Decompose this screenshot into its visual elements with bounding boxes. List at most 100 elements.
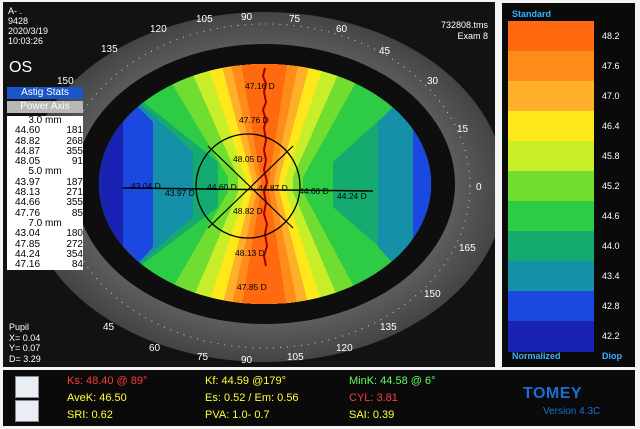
map-reading-bottom-7mm: 47.85 D	[237, 282, 267, 292]
scale-band-value: 45.2	[602, 181, 620, 191]
scale-band-value: 44.0	[602, 241, 620, 251]
map-reading-bottom-5mm: 48.13 D	[235, 248, 265, 258]
axis-label-225: 45	[103, 322, 115, 333]
exam-time: 10:03:26	[8, 36, 44, 46]
axis-label-75: 75	[289, 14, 301, 25]
scale-band	[508, 291, 594, 322]
scale-band	[508, 321, 594, 352]
pupil-circle	[195, 133, 301, 239]
table-row: 44.24 354	[15, 248, 83, 260]
cross-line-2	[207, 145, 294, 229]
stat-cyl: CYL: 3.81	[349, 392, 398, 404]
stat-sri: SRI: 0.62	[67, 409, 113, 421]
scale-band	[508, 201, 594, 232]
info-line-1: A- .	[8, 6, 23, 16]
stat-sai: SAI: 0.39	[349, 409, 395, 421]
version-label: Version 4.3C	[543, 406, 601, 417]
table-row: 44.87 355	[15, 145, 83, 157]
print-icon[interactable]	[15, 376, 39, 398]
scale-band	[508, 81, 594, 112]
stat-pva: PVA: 1.0- 0.7	[205, 409, 270, 421]
table-row: 47.76 85	[15, 207, 83, 219]
axis-line	[261, 67, 269, 267]
axis-label-120: 120	[150, 24, 167, 35]
scale-band	[508, 21, 594, 52]
scale-band	[508, 231, 594, 262]
scale-band-value: 43.4	[602, 271, 620, 281]
axis-label-45: 45	[379, 46, 391, 57]
stat-mink: MinK: 44.58 @ 6°	[349, 375, 436, 387]
scale-title: Standard	[512, 9, 552, 19]
axis-label-345: 165	[459, 243, 476, 254]
scale-band-value: 48.2	[602, 31, 620, 41]
scale-units-label: Diop	[602, 351, 622, 361]
table-row: 48.05 91	[15, 156, 83, 168]
power-axis-button[interactable]: Power Axis	[7, 101, 83, 113]
scale-band-value: 45.8	[602, 151, 620, 161]
axis-label-90: 90	[241, 12, 253, 23]
table-row: 47.85 272	[15, 238, 83, 250]
patient-info: A- . 9428 2020/3/19 10:03:26	[8, 6, 48, 46]
exam-number: Exam 8	[457, 31, 488, 41]
pupil-label: Pupil	[9, 322, 30, 332]
color-scale-panel: Standard 48.2 47.6 47.0 46.4 45.8 45.2 44.6 44.…	[502, 3, 635, 367]
map-reading-top-3mm: 48.05 D	[233, 154, 263, 164]
scale-band-value: 44.6	[602, 211, 620, 221]
axis-label-255: 75	[197, 352, 209, 363]
table-row: 44.60 181	[15, 125, 83, 137]
save-icon[interactable]	[15, 400, 39, 422]
table-row: 43.04 180	[15, 228, 83, 240]
scale-band-value: 42.2	[602, 331, 620, 341]
exam-file: 732808.tms	[440, 20, 488, 30]
map-reading-right-5mm: 44.66 D	[299, 186, 329, 196]
exam-date: 2020/3/19	[8, 26, 49, 36]
axis-label-0: 0	[476, 182, 482, 193]
stats-bar: Ks: 48.40 @ 89° AveK: 46.50 SRI: 0.62 Kf…	[3, 370, 635, 426]
axis-label-135: 135	[101, 44, 118, 55]
table-row: 43.97 187	[15, 176, 83, 188]
map-reading-right-3mm: 44.87 D	[258, 183, 288, 193]
stat-avek: AveK: 46.50	[67, 392, 127, 404]
scale-band	[508, 261, 594, 292]
scale-band	[508, 51, 594, 82]
axis-label-270: 90	[241, 355, 253, 366]
map-reading-right-7mm: 44.24 D	[337, 191, 367, 201]
axis-label-60: 60	[336, 24, 348, 35]
map-reading-left-3mm: 44.60 D	[207, 182, 237, 192]
scale-band	[508, 141, 594, 172]
map-reading-top-7mm: 47.16 D	[245, 81, 275, 91]
map-reading-bottom-3mm: 48.82 D	[233, 206, 263, 216]
table-row: 48.13 271	[15, 187, 83, 199]
corneal-map-svg	[3, 2, 495, 367]
scale-band-value: 47.0	[602, 91, 620, 101]
axis-label-285: 105	[287, 352, 304, 363]
map-reading-top-5mm: 47.76 D	[239, 115, 269, 125]
scale-band-value: 46.4	[602, 121, 620, 131]
zone-3mm-header: 3.0 mm	[28, 115, 62, 126]
astig-stats-button[interactable]: Astig Stats	[7, 87, 83, 99]
tomey-logo: TOMEY	[523, 385, 583, 402]
pupil-info: Pupil X= 0.04 Y= 0.07 D= 3.29	[9, 322, 41, 364]
topography-map-window[interactable]: A- . 9428 2020/3/19 10:03:26 OS Astig St…	[3, 2, 495, 367]
axis-label-240: 60	[149, 343, 161, 354]
scale-normalized-label: Normalized	[512, 351, 561, 361]
axis-label-315: 135	[380, 322, 397, 333]
table-row: 44.66 355	[15, 197, 83, 209]
scale-band	[508, 171, 594, 202]
stat-kf: Kf: 44.59 @179°	[205, 375, 287, 387]
axis-label-300: 120	[336, 343, 353, 354]
axis-label-15: 15	[457, 124, 469, 135]
axis-label-30: 30	[427, 76, 439, 87]
map-reading-left-7mm: 43.04 D	[131, 181, 161, 191]
patient-id: 9428	[8, 16, 29, 26]
keratometry-table: 3.0 mm 44.60 181 48.82 268 44.87 355 48.05 9…	[7, 115, 83, 271]
axis-label-105: 105	[196, 14, 213, 25]
scale-band-value: 47.6	[602, 61, 620, 71]
exam-info: 732808.tms Exam 8	[441, 20, 488, 42]
zone-7mm-header: 7.0 mm	[28, 217, 62, 229]
pupil-y: Y= 0.07	[9, 343, 41, 353]
map-reading-left-5mm: 43.97 D	[165, 188, 195, 198]
scale-band	[508, 111, 594, 142]
degree-ring	[59, 23, 471, 349]
